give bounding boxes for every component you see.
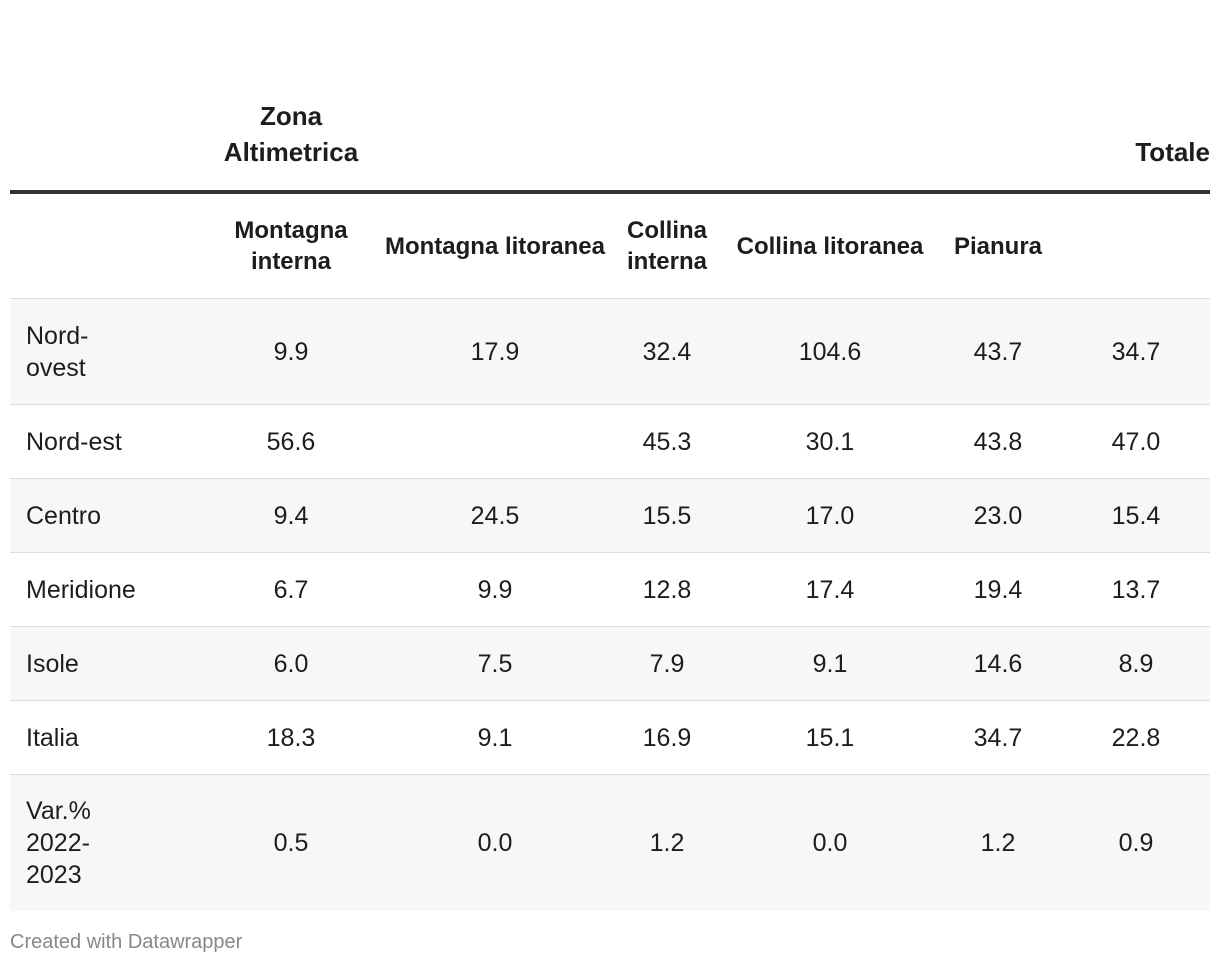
table-cell: 22.8 (1062, 700, 1210, 775)
table-row: Isole 6.0 7.5 7.9 9.1 14.6 8.9 (10, 626, 1210, 701)
table-cell: 9.1 (382, 700, 608, 775)
header-totale: Totale (1062, 0, 1210, 194)
table-row: Meridione 6.7 9.9 12.8 17.4 19.4 13.7 (10, 552, 1210, 627)
table-cell: 1.2 (934, 774, 1062, 911)
column-header: Collina interna (608, 192, 726, 299)
column-header: Pianura (934, 192, 1062, 299)
table-cell: 18.3 (200, 700, 382, 775)
table-cell: 7.5 (382, 626, 608, 701)
empty-header-cell (726, 0, 934, 194)
column-header: Montagna interna (200, 192, 382, 299)
table-cell: 104.6 (726, 298, 934, 405)
row-label: Var.% 2022-2023 (10, 774, 200, 911)
table-cell: 19.4 (934, 552, 1062, 627)
data-table: Zona Altimetrica Totale Montagna interna… (10, 0, 1210, 911)
table-cell: 7.9 (608, 626, 726, 701)
table-cell: 45.3 (608, 404, 726, 479)
table-cell: 34.7 (934, 700, 1062, 775)
row-label: Nord-ovest (10, 298, 200, 405)
row-label: Nord-est (10, 404, 200, 479)
table-cell: 23.0 (934, 478, 1062, 553)
row-label: Isole (10, 626, 200, 701)
table-cell: 0.9 (1062, 774, 1210, 911)
table-top-header-row: Zona Altimetrica Totale (10, 0, 1210, 194)
table-column-header-row: Montagna interna Montagna litoranea Coll… (10, 192, 1210, 299)
column-header (10, 192, 200, 299)
table-cell: 43.8 (934, 404, 1062, 479)
table-cell: 6.7 (200, 552, 382, 627)
table-cell: 15.1 (726, 700, 934, 775)
column-header: Collina litoranea (726, 192, 934, 299)
table-row: Nord-ovest 9.9 17.9 32.4 104.6 43.7 34.7 (10, 298, 1210, 405)
table-cell: 34.7 (1062, 298, 1210, 405)
table-cell: 17.4 (726, 552, 934, 627)
table-cell: 9.9 (200, 298, 382, 405)
empty-header-cell (934, 0, 1062, 194)
footer-credit: Created with Datawrapper (10, 931, 243, 953)
table-cell: 12.8 (608, 552, 726, 627)
table-cell: 17.9 (382, 298, 608, 405)
column-header: Montagna litoranea (382, 192, 608, 299)
table-cell: 32.4 (608, 298, 726, 405)
table-cell (382, 404, 608, 479)
table-cell: 56.6 (200, 404, 382, 479)
empty-header-cell (608, 0, 726, 194)
empty-header-cell (10, 0, 200, 194)
table-row: Italia 18.3 9.1 16.9 15.1 34.7 22.8 (10, 700, 1210, 775)
table-cell: 17.0 (726, 478, 934, 553)
table-cell: 1.2 (608, 774, 726, 911)
data-table-container: Zona Altimetrica Totale Montagna interna… (10, 0, 1210, 911)
row-label: Meridione (10, 552, 200, 627)
table-cell: 47.0 (1062, 404, 1210, 479)
table-cell: 9.9 (382, 552, 608, 627)
table-cell: 24.5 (382, 478, 608, 553)
empty-header-cell (382, 0, 608, 194)
row-label: Italia (10, 700, 200, 775)
header-zona-altimetrica: Zona Altimetrica (200, 0, 382, 194)
table-cell: 15.5 (608, 478, 726, 553)
column-header (1062, 192, 1210, 299)
table-cell: 9.4 (200, 478, 382, 553)
table-cell: 30.1 (726, 404, 934, 479)
table-cell: 0.0 (726, 774, 934, 911)
table-cell: 13.7 (1062, 552, 1210, 627)
row-label-text: Var.% 2022-2023 (26, 797, 91, 889)
row-label: Centro (10, 478, 200, 553)
table-row: Centro 9.4 24.5 15.5 17.0 23.0 15.4 (10, 478, 1210, 553)
table-cell: 9.1 (726, 626, 934, 701)
table-cell: 0.0 (382, 774, 608, 911)
table-cell: 16.9 (608, 700, 726, 775)
table-cell: 14.6 (934, 626, 1062, 701)
row-label-text: Nord-ovest (26, 321, 89, 382)
table-cell: 0.5 (200, 774, 382, 911)
table-cell: 6.0 (200, 626, 382, 701)
table-cell: 8.9 (1062, 626, 1210, 701)
table-cell: 15.4 (1062, 478, 1210, 553)
table-row: Var.% 2022-2023 0.5 0.0 1.2 0.0 1.2 0.9 (10, 774, 1210, 911)
table-row: Nord-est 56.6 45.3 30.1 43.8 47.0 (10, 404, 1210, 479)
table-cell: 43.7 (934, 298, 1062, 405)
